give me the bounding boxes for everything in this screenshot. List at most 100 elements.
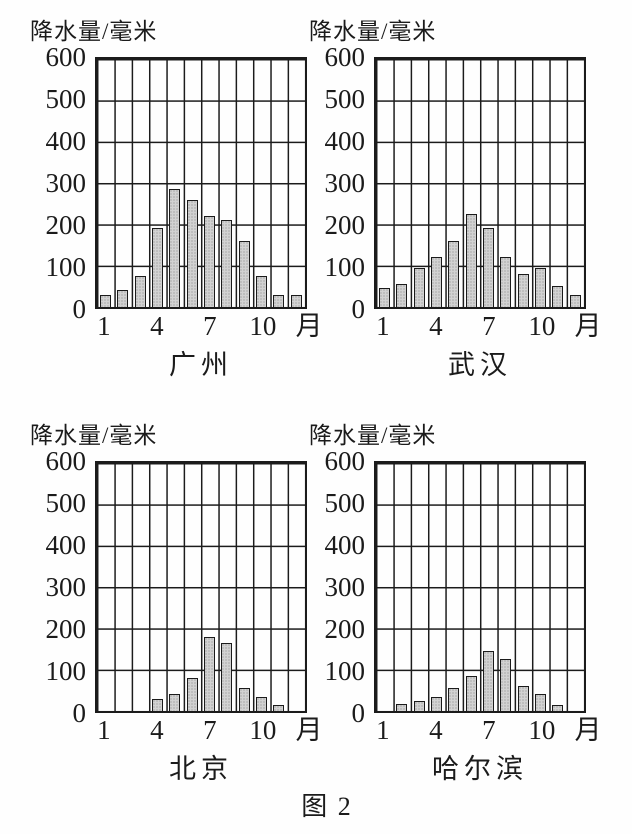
month-column-3 [132,463,149,711]
x-tick-label-4: 4 [150,715,164,745]
bar-month-2 [396,284,408,307]
month-column-1 [97,59,114,307]
chart-title: 北京 [169,754,233,784]
figure-caption: 图 2 [301,792,353,821]
y-tick-label: 600 [45,446,87,476]
y-tick-label: 500 [45,488,87,518]
y-tick-label: 0 [72,698,87,728]
chart-title: 广州 [169,350,233,380]
month-column-4 [428,59,445,307]
x-tick-label-4: 4 [429,311,443,341]
month-column-5 [166,59,183,307]
month-column-10 [253,59,270,307]
bar-month-6 [186,199,198,307]
bars-container [97,59,305,307]
y-tick-label: 0 [351,698,366,728]
x-tick-label-10: 10 [249,311,277,341]
chart-title: 武汉 [448,350,512,380]
month-column-9 [515,463,532,711]
plot-area [95,461,307,713]
y-tick-label: 400 [324,530,366,560]
month-column-5 [445,59,462,307]
month-column-8 [218,59,235,307]
y-tick-label: 0 [351,294,366,324]
bar-month-3 [413,700,425,711]
chart-body: 600 500 400 300 200 100 0 [0,447,316,727]
x-tick-label-10: 10 [528,311,556,341]
bar-month-3 [134,276,146,307]
x-tick-label-4: 4 [429,715,443,745]
bar-month-1 [379,288,391,307]
y-tick-label: 400 [45,126,87,156]
plot-area [95,57,307,309]
y-tick-label: 500 [324,84,366,114]
x-tick-label-1: 1 [97,715,111,745]
chart-body: 600 500 400 300 200 100 0 [279,447,595,727]
y-tick-label: 600 [324,42,366,72]
bar-month-12 [569,294,581,307]
y-axis-labels: 600 500 400 300 200 100 0 [279,447,368,727]
bar-month-6 [465,675,477,711]
bar-month-11 [552,286,564,307]
precip-chart-wuhan: 降水量/毫米 600 500 400 300 200 100 0 月 1 4 7 10 武汉 [279,8,602,381]
month-column-2 [393,59,410,307]
month-column-8 [497,59,514,307]
bar-month-2 [396,703,408,711]
month-column-8 [218,463,235,711]
month-column-3 [411,463,428,711]
y-axis-title: 降水量/毫米 [30,423,158,448]
month-column-10 [253,463,270,711]
month-column-11 [549,59,566,307]
bar-month-12 [290,294,302,307]
y-tick-label: 200 [45,210,87,240]
y-tick-label: 300 [324,572,366,602]
y-axis-title: 降水量/毫米 [309,19,437,44]
y-axis-title: 降水量/毫米 [309,423,437,448]
bar-month-11 [552,704,564,711]
x-axis-unit: 月 [574,715,602,745]
x-tick-label-1: 1 [97,311,111,341]
month-column-6 [184,59,201,307]
bar-month-8 [221,642,233,711]
month-column-5 [166,463,183,711]
bar-month-7 [204,636,216,711]
bar-month-1 [100,294,112,307]
month-column-3 [132,59,149,307]
month-column-11 [270,463,287,711]
x-tick-label-7: 7 [203,715,217,745]
bars-container [376,59,584,307]
bar-month-5 [448,240,460,307]
x-axis-unit: 月 [574,311,602,341]
y-tick-label: 100 [45,252,87,282]
bar-month-7 [483,228,495,307]
y-tick-label: 500 [45,84,87,114]
precip-chart-guangzhou: 降水量/毫米 600 500 400 300 200 100 0 月 1 4 7 10 广州 [0,8,323,381]
bar-month-10 [535,694,547,711]
bar-month-8 [500,659,512,711]
y-tick-label: 500 [324,488,366,518]
x-axis: 月 1 4 7 10 [0,309,322,343]
month-column-2 [114,463,131,711]
y-tick-label: 300 [45,168,87,198]
y-axis-labels: 600 500 400 300 200 100 0 [0,43,89,323]
chart-body: 600 500 400 300 200 100 0 [279,43,595,323]
month-column-11 [549,463,566,711]
bar-month-4 [431,257,443,307]
bar-month-8 [221,220,233,307]
month-column-4 [149,463,166,711]
y-tick-label: 100 [324,252,366,282]
month-column-12 [288,59,305,307]
y-tick-label: 300 [45,572,87,602]
month-column-7 [480,59,497,307]
month-column-11 [270,59,287,307]
chart-title: 哈尔滨 [432,754,528,784]
month-column-6 [184,463,201,711]
y-tick-label: 400 [324,126,366,156]
month-column-4 [428,463,445,711]
y-tick-label: 200 [324,614,366,644]
month-column-9 [515,59,532,307]
y-tick-label: 300 [324,168,366,198]
bar-month-9 [238,240,250,307]
month-column-5 [445,463,462,711]
